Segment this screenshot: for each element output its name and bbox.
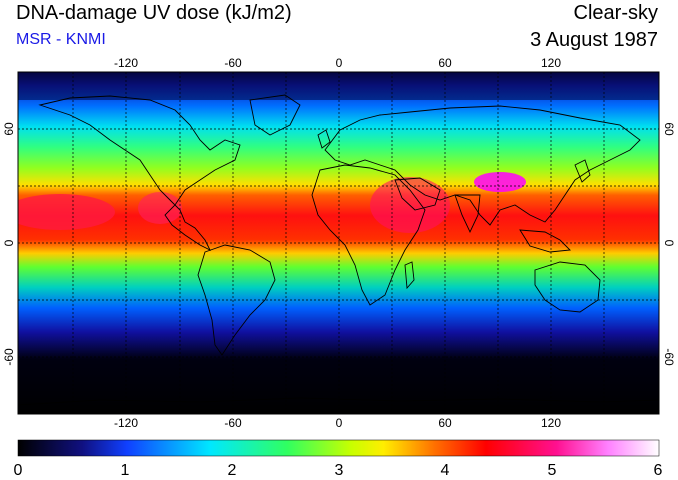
map-frame	[17, 71, 660, 415]
date-label: 3 August 1987	[530, 29, 658, 51]
lat-tick-left: 0	[2, 239, 16, 246]
colorbar-label: 1	[121, 462, 130, 479]
lon-tick-bottom: 120	[541, 416, 561, 430]
lat-tick-left: -60	[2, 348, 16, 366]
lon-tick-top: -120	[114, 56, 138, 70]
map-title: DNA-damage UV dose (kJ/m2)	[16, 2, 292, 24]
coastlines	[18, 94, 659, 406]
lat-tick-right: 60	[662, 122, 676, 136]
colorbar-label: 4	[441, 462, 450, 479]
colorbar-label: 3	[335, 462, 344, 479]
colorbar-label: 5	[548, 462, 557, 479]
colorbar	[17, 439, 660, 457]
colorbar-label: 2	[228, 462, 237, 479]
hotspot-pacific	[18, 194, 115, 230]
hotspot-mexico	[138, 192, 182, 224]
colorbar-label: 0	[14, 462, 23, 479]
lon-tick-top: -60	[224, 56, 242, 70]
hotspot-tibet	[474, 172, 526, 192]
colorbar-label: 6	[654, 462, 663, 479]
lon-tick-top: 0	[336, 56, 343, 70]
source-label: MSR - KNMI	[16, 31, 106, 48]
lon-tick-bottom: -60	[224, 416, 242, 430]
lat-tick-left: 60	[2, 122, 16, 136]
lon-tick-top: 120	[541, 56, 561, 70]
graticule	[18, 72, 659, 414]
lat-tick-right: -60	[662, 348, 676, 366]
arctic-band	[18, 72, 659, 100]
lon-tick-bottom: -120	[114, 416, 138, 430]
lon-tick-bottom: 60	[438, 416, 452, 430]
lon-tick-bottom: 0	[336, 416, 343, 430]
lon-tick-top: 60	[438, 56, 452, 70]
lat-tick-right: 0	[662, 240, 676, 247]
sky-condition-label: Clear-sky	[573, 2, 658, 24]
